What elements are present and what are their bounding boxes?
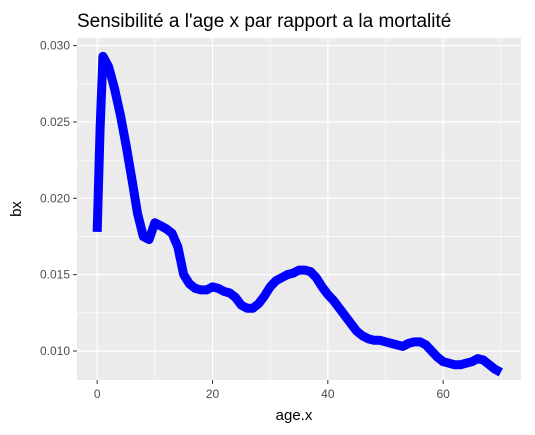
y-tick-label-4: 0.030 [40, 39, 70, 53]
x-axis-label: age.x [276, 407, 313, 424]
plot-panel [77, 38, 521, 380]
chart-title: Sensibilité a l'age x par rapport a la m… [77, 11, 451, 32]
x-tick-label-2: 40 [321, 387, 335, 401]
minor-grid [77, 38, 521, 380]
series-line-0 [92, 51, 503, 377]
x-axis-ticks: 0 20 40 60 [94, 380, 450, 401]
x-tick-label-3: 60 [436, 387, 450, 401]
y-tick-label-3: 0.025 [40, 115, 70, 129]
y-tick-label-2: 0.020 [40, 191, 70, 205]
series-layer [92, 51, 503, 377]
x-tick-label-1: 20 [206, 387, 220, 401]
y-tick-label-0: 0.010 [40, 344, 70, 358]
y-axis-label: bx [8, 201, 25, 217]
y-axis-ticks: 0.010 0.015 0.020 0.025 0.030 [40, 39, 77, 358]
y-tick-label-1: 0.015 [40, 268, 70, 282]
x-tick-label-0: 0 [94, 387, 101, 401]
